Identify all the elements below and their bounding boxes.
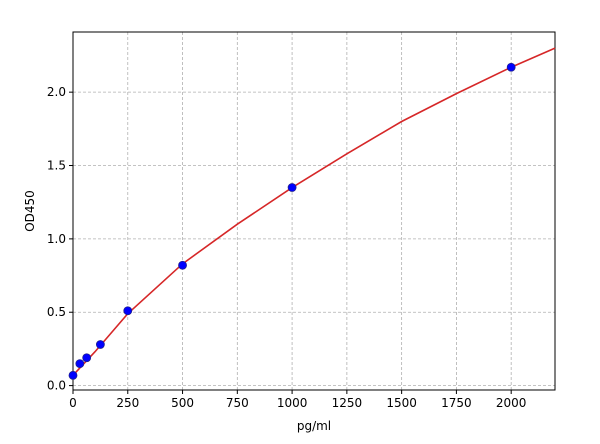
plot-frame bbox=[72, 31, 556, 391]
data-point bbox=[82, 353, 92, 363]
x-tick-label: 250 bbox=[116, 396, 139, 410]
data-point bbox=[123, 306, 133, 316]
y-tick-label: 0.5 bbox=[47, 305, 66, 319]
y-tick-label: 1.5 bbox=[47, 159, 66, 173]
data-point bbox=[68, 370, 78, 380]
data-point bbox=[75, 359, 85, 368]
data-point bbox=[506, 62, 516, 72]
data-point bbox=[287, 183, 297, 192]
y-axis-label: OD450 bbox=[23, 190, 37, 232]
x-tick-label: 1250 bbox=[332, 396, 363, 410]
x-tick-label: 500 bbox=[171, 396, 194, 410]
data-point bbox=[178, 260, 187, 270]
x-tick-label: 750 bbox=[226, 396, 249, 410]
data-point bbox=[95, 340, 105, 349]
x-tick-label: 1750 bbox=[441, 396, 472, 410]
fit-curve bbox=[72, 47, 556, 376]
y-tick-label: 2.0 bbox=[47, 85, 66, 99]
x-tick-label: 1000 bbox=[277, 396, 308, 410]
y-tick-label: 1.0 bbox=[47, 232, 66, 246]
x-tick-label: 1500 bbox=[386, 396, 417, 410]
x-tick-label: 0 bbox=[69, 396, 77, 410]
y-tick-label: 0.0 bbox=[47, 379, 66, 393]
x-axis-label: pg/ml bbox=[297, 419, 331, 433]
x-tick-label: 2000 bbox=[496, 396, 527, 410]
